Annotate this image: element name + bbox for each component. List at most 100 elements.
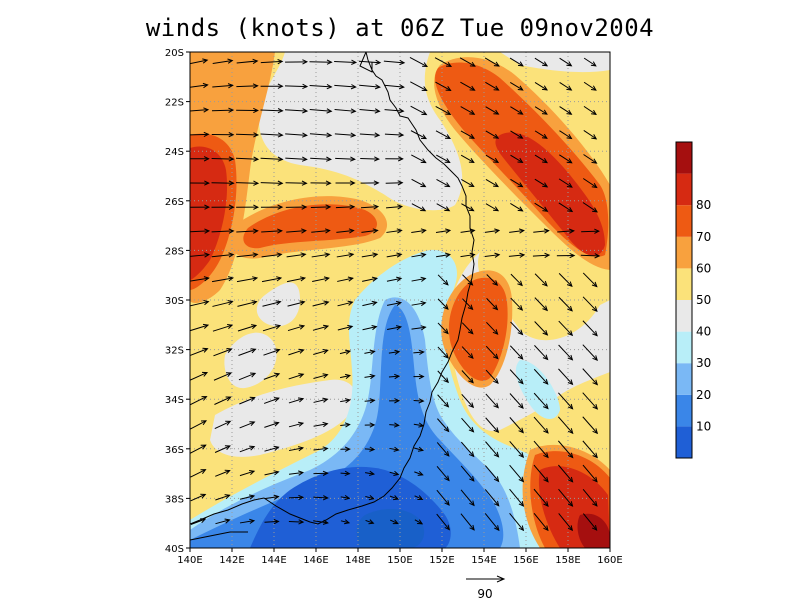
wind-arrow-head (350, 156, 356, 162)
wind-arrow-head (443, 352, 449, 359)
wind-arrow-head (541, 109, 548, 115)
wind-arrow-head (492, 280, 499, 286)
wind-arrow-shaft (461, 322, 474, 335)
wind-arrow (361, 228, 379, 234)
wind-arrow-shaft (558, 202, 573, 212)
wind-arrow-head (224, 518, 231, 524)
wind-arrow (309, 59, 333, 65)
wind-arrow-head (369, 349, 376, 355)
wind-arrow-shaft (190, 277, 209, 282)
wind-arrow-head (228, 107, 235, 113)
wind-arrow (436, 489, 450, 506)
wind-arrow-head (351, 59, 358, 65)
wind-arrow-shaft (340, 399, 350, 403)
wind-arrow-head (417, 495, 424, 500)
wind-arrow-shaft (534, 130, 548, 139)
wind-arrow-shaft (437, 418, 449, 432)
wind-arrow (386, 276, 403, 282)
wind-arrow-shaft (510, 81, 523, 91)
wind-arrow (534, 57, 549, 67)
wind-arrow-head (273, 494, 280, 500)
wind-arrow-head (276, 276, 283, 282)
wind-arrow (461, 370, 474, 384)
wind-arrow-shaft (313, 496, 328, 499)
wind-arrow (558, 296, 573, 312)
wind-arrow-shaft (190, 84, 208, 88)
wind-arrow (559, 106, 573, 115)
wind-arrow (212, 58, 234, 64)
darkblue-region-core (356, 508, 425, 548)
wind-arrow-head (301, 156, 308, 162)
wind-arrow-shaft (435, 81, 451, 91)
wind-arrow (383, 59, 406, 66)
wind-arrow-head (542, 329, 549, 336)
wind-arrow (510, 273, 523, 287)
wind-arrow (510, 130, 524, 139)
wind-arrow (434, 57, 453, 67)
wind-arrow-shaft (388, 351, 400, 354)
wind-arrow-head (444, 475, 450, 482)
wind-arrow-shaft (285, 109, 307, 112)
wind-arrow-head (394, 398, 401, 404)
wind-arrow (583, 130, 598, 140)
wind-arrow-shaft (260, 182, 283, 184)
wind-arrow-head (468, 402, 475, 409)
wind-arrow-head (204, 252, 211, 258)
wind-arrow-head (369, 398, 376, 404)
wind-arrow-shaft (364, 448, 375, 451)
wind-arrow-shaft (389, 424, 399, 426)
wind-arrow-shaft (484, 254, 500, 258)
wind-arrow (236, 252, 259, 258)
wind-arrow (484, 465, 500, 483)
wind-arrow-head (493, 451, 500, 458)
longitude-axis: 140E 142E 144E 146E 148E 150E 152E 154E 156E 158E… (177, 548, 623, 566)
wind-arrow (435, 228, 452, 234)
wind-arrow-shaft (533, 512, 549, 531)
wind-arrow-head (444, 524, 451, 531)
wind-arrow-shaft (384, 133, 404, 136)
wind-arrow-head (493, 85, 500, 91)
wind-arrow (533, 464, 549, 483)
wind-arrow-shaft (461, 370, 474, 384)
wind-arrow-shaft (436, 466, 450, 481)
wind-arrow-shaft (285, 182, 307, 184)
wind-arrow-shaft (239, 495, 255, 500)
wind-arrow (287, 300, 306, 307)
wind-arrow (236, 228, 259, 234)
wind-arrow-shaft (582, 440, 598, 458)
wind-arrow-shaft (485, 345, 499, 359)
wind-arrow-shaft (582, 202, 598, 213)
wind-arrow-shaft (264, 422, 279, 428)
wind-arrow-head (591, 158, 598, 164)
wind-arrow-head (203, 107, 210, 113)
wind-arrow-shaft (533, 416, 549, 434)
wind-arrow-head (225, 372, 233, 378)
wind-arrow (389, 470, 400, 476)
wind-arrow-shaft (359, 84, 380, 88)
wind-arrow (213, 372, 233, 381)
wind-arrow-head (350, 132, 357, 138)
wind-arrow (340, 446, 351, 452)
wind-arrow-shaft (558, 178, 573, 188)
wind-arrow (510, 154, 524, 163)
lat-tick-label: 22S (165, 98, 184, 109)
wind-arrow (510, 106, 524, 115)
wind-arrow-shaft (435, 229, 451, 233)
wind-arrow-head (200, 420, 208, 426)
wind-arrow-head (422, 62, 429, 68)
wind-arrow-head (399, 59, 406, 66)
wind-arrow (215, 518, 231, 525)
wind-arrow (262, 324, 282, 332)
wind-arrow-head (592, 330, 598, 337)
wind-arrow-shaft (411, 278, 426, 282)
wind-arrow (533, 512, 549, 532)
wind-arrow-shaft (510, 297, 523, 311)
wind-arrow-head (567, 525, 574, 532)
wind-arrow (190, 204, 211, 210)
wind-arrow-head (417, 519, 424, 525)
wind-arrow-shaft (460, 229, 475, 233)
wind-arrow-head (395, 325, 403, 331)
gray-region-northeast (500, 52, 610, 73)
wind-arrow (313, 373, 329, 380)
wind-arrow (359, 84, 381, 90)
